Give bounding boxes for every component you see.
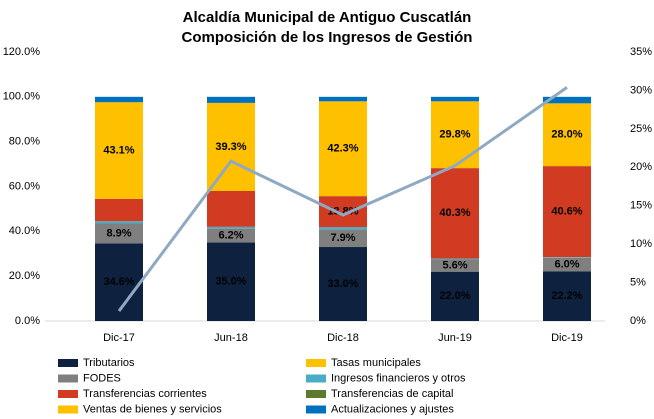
data-label: 6.0% <box>554 258 579 270</box>
y-tick-label: 40.0% <box>9 225 40 237</box>
legend-label: Actualizaciones y ajustes <box>331 403 454 415</box>
bar-segment <box>543 96 591 104</box>
y-tick-label: 60.0% <box>9 180 40 192</box>
bar-segment <box>431 259 479 272</box>
legend-label: Transferencias de capital <box>331 388 454 400</box>
data-label: 29.8% <box>439 129 470 141</box>
data-label: 40.6% <box>551 206 582 218</box>
bar-segment <box>543 257 591 258</box>
bar-segment <box>431 271 479 321</box>
bar-segment <box>431 258 479 260</box>
y-tick-label: 80.0% <box>9 136 40 148</box>
data-label: 6.2% <box>218 229 243 241</box>
bar-segment <box>207 102 255 191</box>
chart-title: Alcaldía Municipal de Antiguo Cuscatlán <box>183 9 472 26</box>
data-label: 28.0% <box>551 129 582 141</box>
data-label: 34.6% <box>103 276 134 288</box>
legend-label: Tributarios <box>83 357 135 369</box>
data-label: 8.9% <box>106 227 131 239</box>
data-label: 22.2% <box>551 290 582 302</box>
legend-swatch <box>58 374 78 383</box>
line <box>117 86 568 312</box>
legend-swatch <box>58 405 78 414</box>
bar-segment <box>431 168 479 259</box>
legend-label: Ventas de bienes y servicios <box>83 403 222 415</box>
y-tick-label: 20.0% <box>9 270 40 282</box>
bar-segment <box>543 103 591 167</box>
legend-swatch <box>306 359 326 367</box>
legend-swatch <box>306 374 326 383</box>
x-tick-label: Jun-18 <box>214 332 248 344</box>
bar-segment <box>319 247 367 321</box>
y2-tick-label: 10% <box>630 238 652 250</box>
data-label: 7.9% <box>330 232 355 244</box>
x-tick-label: Dic-18 <box>327 332 359 344</box>
x-tick-label: Dic-19 <box>551 332 583 344</box>
bar-segment <box>207 242 255 321</box>
legend-swatch <box>306 390 326 398</box>
data-label: 35.0% <box>215 276 246 288</box>
data-label: 43.1% <box>103 144 134 156</box>
bar-segment <box>95 198 143 222</box>
y2-tick-label: 0% <box>630 315 646 327</box>
chart-subtitle: Composición de los Ingresos de Gestión <box>182 29 473 46</box>
data-label: 22.0% <box>439 290 470 302</box>
y2-tick-label: 15% <box>630 200 652 212</box>
bar-segment <box>95 243 143 321</box>
y2-tick-label: 30% <box>630 84 652 96</box>
bar-segment <box>207 96 255 103</box>
bar-segment <box>207 190 255 227</box>
y2-tick-label: 25% <box>630 123 652 135</box>
bar-segment <box>543 166 591 258</box>
bar-segment <box>95 221 143 224</box>
legend-swatch <box>58 359 78 367</box>
x-tick-label: Dic-17 <box>103 332 135 344</box>
y2-tick-label: 20% <box>630 161 652 173</box>
legend-label: Tasas municipales <box>331 357 421 369</box>
legend-swatch <box>58 390 78 398</box>
data-label: 5.6% <box>442 259 467 271</box>
legend-label: Ingresos financieros y otros <box>331 372 466 384</box>
legend-label: FODES <box>83 372 121 384</box>
bar-segment <box>319 229 367 248</box>
bar-segment <box>319 196 367 228</box>
y-tick-label: 100.0% <box>3 91 41 103</box>
legend-label: Transferencias corrientes <box>83 388 207 400</box>
data-label: 33.0% <box>327 278 358 290</box>
legend-swatch <box>306 405 326 414</box>
bar-segment <box>543 271 591 321</box>
bar-segment <box>319 101 367 197</box>
bar-segment <box>319 227 367 230</box>
bar-segment <box>431 101 479 169</box>
x-tick-label: Jun-19 <box>438 332 472 344</box>
y-tick-label: 0.0% <box>15 315 40 327</box>
bar-segment <box>207 228 255 243</box>
data-label: 42.3% <box>327 143 358 155</box>
data-label: 13.8% <box>327 206 358 218</box>
bar-segment <box>95 223 143 244</box>
data-label: 39.3% <box>215 141 246 153</box>
bar-segment <box>431 96 479 102</box>
y2-tick-label: 5% <box>630 276 646 288</box>
bar-segment <box>543 257 591 272</box>
bar-segment <box>95 102 143 199</box>
y-tick-label: 120.0% <box>3 46 41 58</box>
y2-tick-label: 35% <box>630 46 652 58</box>
bar-segment <box>207 226 255 229</box>
bar-segment <box>95 96 143 103</box>
bar-segment <box>319 96 367 102</box>
data-label: 40.3% <box>439 207 470 219</box>
